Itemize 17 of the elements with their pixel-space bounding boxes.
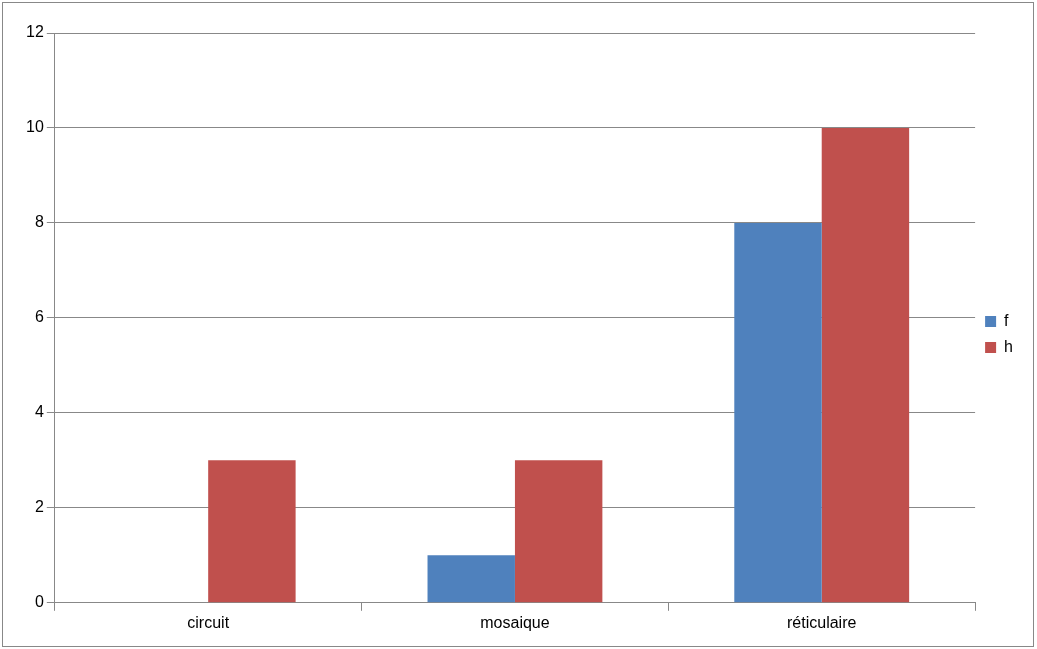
bar <box>514 460 603 603</box>
x-tick-label: réticulaire <box>787 613 857 631</box>
y-tick-label: 10 <box>26 118 44 136</box>
bar <box>208 460 296 603</box>
y-tick-label: 12 <box>26 23 44 41</box>
y-tick-label: 0 <box>34 593 44 611</box>
bar <box>734 222 822 603</box>
bar <box>427 555 515 603</box>
y-tick-label: 2 <box>34 498 44 516</box>
legend-label: h <box>1004 337 1014 355</box>
legend-label: f <box>1004 311 1010 329</box>
y-tick-label: 8 <box>34 213 44 231</box>
x-tick-label: mosaique <box>480 613 550 631</box>
y-tick-label: 4 <box>34 403 44 421</box>
bar <box>821 127 910 603</box>
y-tick-label: 6 <box>34 308 44 326</box>
x-tick-label: circuit <box>187 613 230 631</box>
